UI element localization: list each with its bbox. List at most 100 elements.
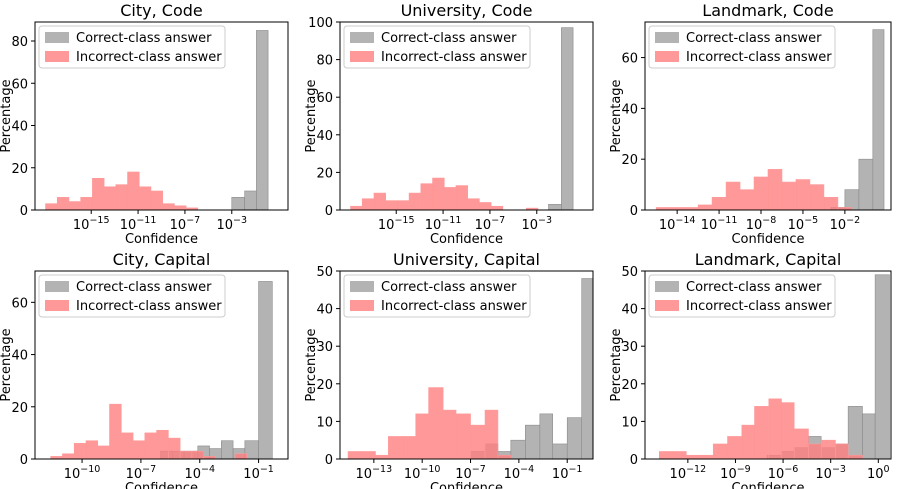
y-axis-label: Percentage xyxy=(304,79,319,152)
legend-swatch-incorrect xyxy=(350,51,374,62)
incorrect-bar xyxy=(144,432,157,460)
incorrect-bar xyxy=(727,436,743,460)
subplot-3: 0 20 40 60 10−14 10−11 10−8 10−5 10−2 Landmark, C… xyxy=(609,1,892,247)
incorrect-bar xyxy=(45,203,58,211)
x-tick-label: 10−12 xyxy=(670,464,707,482)
correct-bar xyxy=(844,189,860,211)
x-tick-label: 10−7 xyxy=(126,464,157,482)
legend-swatch-correct xyxy=(350,281,374,292)
chart-title: University, Code xyxy=(401,1,533,20)
correct-bar xyxy=(258,281,273,460)
incorrect-bar xyxy=(174,205,187,211)
legend-swatch-incorrect xyxy=(655,300,679,311)
incorrect-bar xyxy=(360,451,376,460)
legend-label-correct: Correct-class answer xyxy=(686,31,822,46)
y-tick-label: 0 xyxy=(630,453,638,468)
subplot-4: 0 20 40 60 10−10 10−7 10−4 10−1 City, Capital Con… xyxy=(0,250,289,489)
y-tick-label: 20 xyxy=(11,401,28,416)
axes-frame xyxy=(34,270,289,460)
axes-frame xyxy=(644,270,892,460)
incorrect-bar xyxy=(823,196,839,211)
incorrect-bar xyxy=(484,409,499,460)
incorrect-bar xyxy=(658,451,674,460)
correct-bar xyxy=(552,443,568,460)
incorrect-bar xyxy=(685,454,701,460)
incorrect-bar xyxy=(73,443,87,460)
incorrect-bar xyxy=(781,181,797,211)
correct-bar xyxy=(862,413,876,460)
x-tick-label: 10−10 xyxy=(64,464,101,482)
x-tick-label: 10−7 xyxy=(170,215,201,233)
axes-frame xyxy=(644,21,892,211)
correct-bar xyxy=(581,278,594,460)
chart-title: Landmark, Code xyxy=(702,1,833,20)
incorrect-bar xyxy=(80,197,93,211)
incorrect-bar xyxy=(809,184,825,211)
y-tick-label: 80 xyxy=(11,35,28,50)
incorrect-bar xyxy=(68,201,81,211)
x-tick-label: 10−1 xyxy=(243,464,274,482)
legend-box xyxy=(648,274,836,318)
y-tick-label: 30 xyxy=(316,340,333,355)
y-tick-label: 60 xyxy=(316,91,333,106)
x-tick-label: 10−4 xyxy=(184,464,215,482)
correct-bar xyxy=(256,30,269,211)
legend-box xyxy=(343,25,531,69)
legend-label-incorrect: Incorrect-class answer xyxy=(76,50,222,65)
incorrect-bar xyxy=(115,184,128,211)
incorrect-bar xyxy=(479,202,492,211)
y-tick-label: 10 xyxy=(316,415,333,430)
incorrect-bar xyxy=(697,204,713,211)
y-tick-label: 10 xyxy=(621,415,638,430)
correct-bar xyxy=(231,197,245,211)
legend-swatch-correct xyxy=(45,32,69,43)
incorrect-bar xyxy=(402,436,417,460)
incorrect-bar xyxy=(179,450,193,460)
y-axis-label: Percentage xyxy=(0,79,14,152)
y-tick-label: 20 xyxy=(316,166,333,181)
correct-bar xyxy=(525,424,541,460)
incorrect-bar xyxy=(420,183,433,211)
incorrect-bar xyxy=(808,443,822,460)
legend-label-correct: Correct-class answer xyxy=(381,280,517,295)
correct-bar xyxy=(539,413,554,460)
y-tick-label: 0 xyxy=(20,453,28,468)
legend-label-incorrect: Incorrect-class answer xyxy=(381,299,527,314)
incorrect-bar xyxy=(428,387,444,460)
x-tick-label: 10−9 xyxy=(720,464,751,482)
x-tick-label: 100 xyxy=(867,464,890,482)
legend-box xyxy=(648,25,836,69)
incorrect-bar xyxy=(455,413,471,460)
incorrect-bar xyxy=(443,187,457,211)
y-tick-label: 30 xyxy=(621,340,638,355)
incorrect-bar xyxy=(156,429,169,460)
incorrect-bar xyxy=(442,409,457,460)
x-tick-label: 10−3 xyxy=(815,464,846,482)
y-tick-label: 20 xyxy=(621,153,638,168)
legend-label-incorrect: Incorrect-class answer xyxy=(686,299,832,314)
x-tick-label: 10−15 xyxy=(378,215,415,233)
x-tick-label: 10−11 xyxy=(425,215,462,233)
incorrect-bar xyxy=(847,454,863,460)
y-tick-label: 40 xyxy=(11,120,28,135)
legend-swatch-correct xyxy=(655,32,679,43)
y-tick-label: 40 xyxy=(316,129,333,144)
y-tick-label: 60 xyxy=(11,296,28,311)
incorrect-bar xyxy=(85,440,99,460)
legend-box xyxy=(38,274,226,318)
x-tick-label: 10−2 xyxy=(830,215,861,233)
y-tick-label: 20 xyxy=(11,162,28,177)
legend-label-incorrect: Incorrect-class answer xyxy=(686,50,832,65)
incorrect-bar xyxy=(739,189,755,211)
y-tick-label: 0 xyxy=(325,204,333,219)
legend-swatch-correct xyxy=(45,281,69,292)
y-axis-label: Percentage xyxy=(609,328,624,401)
incorrect-bar xyxy=(673,451,687,460)
incorrect-bar xyxy=(470,424,486,460)
incorrect-bar xyxy=(92,178,105,211)
legend: Correct-class answer Incorrect-class answ… xyxy=(343,25,531,69)
legend-swatch-incorrect xyxy=(45,51,69,62)
legend: Correct-class answer Incorrect-class answ… xyxy=(648,274,836,318)
correct-bar xyxy=(510,439,526,460)
